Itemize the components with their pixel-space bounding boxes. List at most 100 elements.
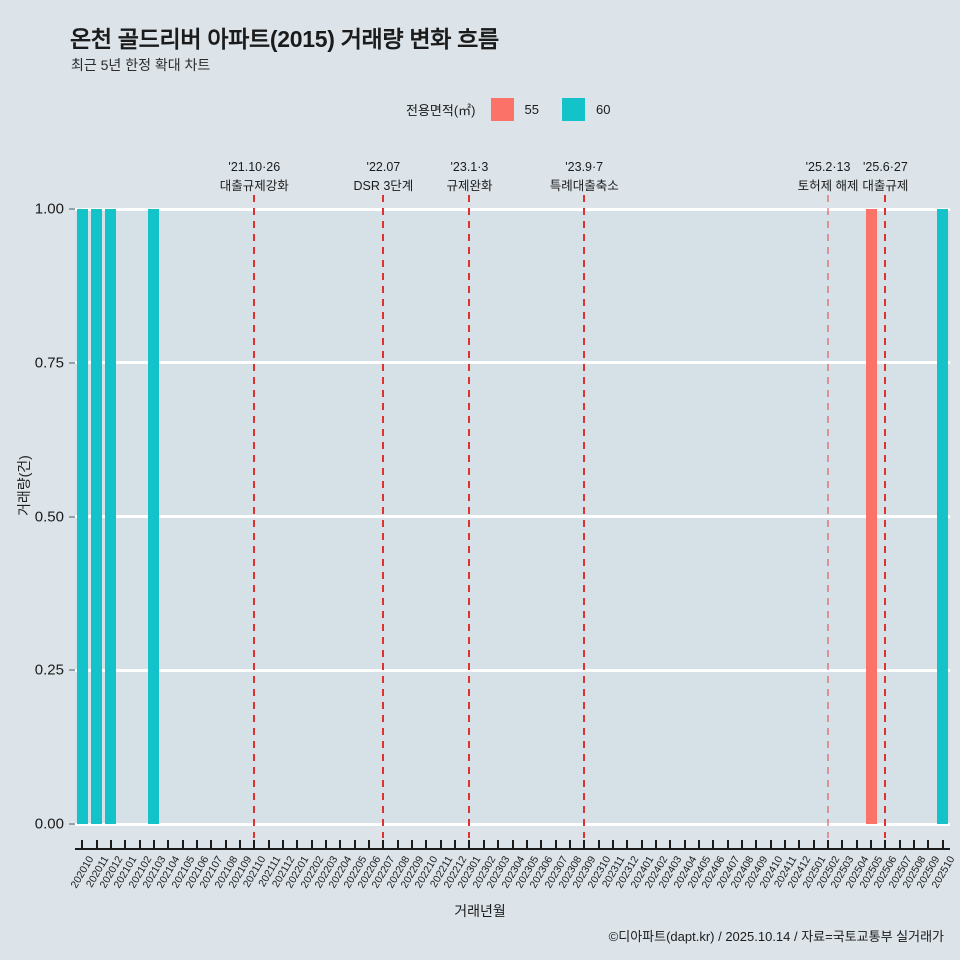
x-tick-mark	[368, 840, 371, 850]
x-tick-mark	[769, 840, 772, 850]
x-tick-mark	[124, 840, 127, 850]
legend-swatch-60	[561, 98, 585, 121]
x-tick-mark	[741, 840, 743, 850]
x-tick-mark	[726, 840, 729, 850]
x-tick-mark	[841, 840, 844, 850]
x-tick-mark	[827, 840, 830, 850]
x-tick-mark	[812, 840, 815, 850]
y-tick-label: 0.50	[34, 508, 64, 525]
x-tick-mark	[253, 840, 256, 850]
x-tick-mark	[238, 840, 241, 850]
x-tick-mark	[339, 840, 342, 850]
x-tick-mark	[167, 840, 170, 850]
gridline	[75, 822, 950, 826]
x-tick-mark	[181, 840, 184, 850]
gridline	[75, 515, 950, 518]
x-tick-mark	[898, 840, 901, 850]
x-tick-mark	[884, 840, 887, 850]
annotation-label: '23.9·7 특례대출축소	[550, 158, 619, 197]
y-tick-mark	[69, 823, 75, 825]
gridline	[75, 668, 950, 672]
x-tick-mark	[138, 840, 141, 850]
annotation-line	[583, 195, 586, 838]
annotation-date: '23.1·3	[450, 160, 489, 174]
x-tick-mark	[855, 840, 858, 850]
annotation-date: '25.2·13	[805, 160, 851, 174]
x-tick-mark	[353, 840, 356, 850]
x-tick-mark	[468, 840, 471, 850]
y-tick-mark	[69, 208, 75, 210]
annotation-label: '22.07 DSR 3단계	[353, 158, 413, 197]
y-tick-mark	[69, 669, 75, 672]
x-tick-mark	[497, 840, 500, 850]
x-tick-mark	[626, 840, 629, 850]
x-tick-mark	[310, 840, 313, 850]
x-tick-mark	[411, 840, 414, 850]
x-tick-mark	[396, 840, 399, 850]
bar[interactable]	[148, 209, 160, 824]
x-tick-mark	[941, 840, 944, 850]
x-tick-mark	[95, 840, 98, 850]
page-title: 온천 골드리버 아파트(2015) 거래량 변화 흐름	[70, 26, 499, 52]
x-tick-mark	[525, 840, 528, 850]
x-tick-mark	[152, 840, 155, 850]
y-tick-mark	[69, 515, 75, 518]
annotation-note: 규제완화	[446, 179, 493, 194]
legend-title: 전용면적(㎡)	[406, 103, 476, 118]
annotation-label: '25.2·13 토허제 해제	[798, 158, 859, 197]
y-tick-label: 0.75	[34, 354, 64, 372]
annotation-note: DSR 3단계	[353, 179, 414, 194]
legend-swatch-55	[490, 98, 514, 121]
x-axis-title: 거래년월	[454, 903, 506, 919]
gridline	[75, 207, 950, 211]
x-tick-mark	[224, 840, 227, 850]
x-tick-mark	[109, 840, 112, 850]
annotation-line	[382, 195, 385, 838]
x-tick-mark	[482, 840, 485, 850]
legend-label-60: 60	[595, 102, 611, 117]
bar[interactable]	[76, 209, 88, 824]
annotation-label: '23.1·3 규제완화	[446, 158, 492, 197]
footer-credit: ©디아파트(dapt.kr) / 2025.10.14 / 자료=국토교통부 실…	[608, 929, 944, 944]
x-tick-mark	[325, 840, 328, 850]
x-tick-mark	[870, 840, 873, 850]
bar[interactable]	[865, 209, 877, 824]
x-tick-mark	[640, 840, 643, 850]
x-tick-mark	[281, 840, 284, 850]
annotation-date: '22.07	[366, 160, 401, 174]
annotation-note: 토허제 해제	[797, 179, 859, 194]
bar[interactable]	[90, 209, 103, 824]
x-tick-mark	[267, 840, 270, 850]
x-tick-mark	[784, 840, 787, 850]
x-tick-mark	[611, 840, 614, 850]
x-tick-mark	[454, 840, 457, 850]
x-tick-mark	[597, 840, 600, 850]
annotation-note: 대출규제강화	[219, 179, 289, 194]
annotation-line	[884, 195, 887, 838]
legend: 전용면적(㎡) 55 60	[406, 98, 624, 121]
y-tick-label: 0.00	[34, 815, 64, 833]
x-tick-mark	[583, 840, 586, 850]
annotation-label: '25.6·27 대출규제	[862, 158, 908, 197]
x-tick-mark	[511, 840, 514, 850]
annotation-label: '21.10·26 대출규제강화	[220, 158, 289, 197]
annotation-line	[253, 195, 256, 838]
x-tick-mark	[81, 840, 84, 850]
annotation-date: '21.10·26	[228, 160, 281, 174]
x-tick-mark	[712, 840, 715, 850]
x-tick-mark	[439, 840, 442, 850]
bar[interactable]	[105, 209, 117, 824]
x-tick-mark	[927, 840, 930, 850]
x-tick-mark	[382, 840, 385, 850]
annotation-line	[827, 195, 830, 838]
bar[interactable]	[937, 209, 949, 824]
x-tick-mark	[210, 840, 213, 850]
annotation-date: '25.6·27	[863, 160, 908, 174]
page-subtitle: 최근 5년 한정 확대 차트	[71, 57, 211, 73]
y-tick-label: 0.25	[34, 661, 64, 679]
legend-label-55: 55	[524, 102, 539, 117]
x-tick-mark	[913, 840, 916, 850]
y-tick-label: 1.00	[34, 200, 64, 218]
x-tick-mark	[683, 840, 686, 850]
annotation-note: 특례대출축소	[549, 179, 619, 194]
